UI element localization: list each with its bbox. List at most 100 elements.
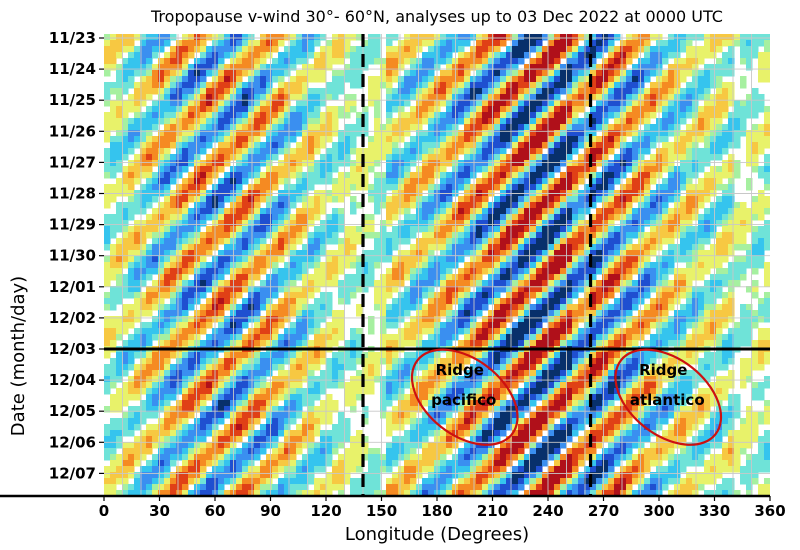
heatmap-cell [308,40,315,47]
heatmap-cell [566,298,573,305]
heatmap-cell [428,244,435,251]
heatmap-cell [170,226,177,233]
heatmap-cell [494,184,501,191]
heatmap-cell [524,136,531,143]
heatmap-cell [248,130,255,137]
heatmap-cell [200,238,207,245]
heatmap-cell [380,274,387,281]
heatmap-cell [542,220,549,227]
heatmap-cell [680,70,687,77]
heatmap-cell [668,220,675,227]
heatmap-cell [200,184,207,191]
heatmap-cell [140,154,147,161]
heatmap-cell [500,142,507,149]
heatmap-cell [518,298,525,305]
heatmap-cell [638,106,645,113]
heatmap-cell [524,34,531,41]
heatmap-cell [470,124,477,131]
heatmap-cell [458,316,465,323]
heatmap-cell [626,238,633,245]
heatmap-cell [104,52,111,59]
heatmap-cell [284,226,291,233]
heatmap-cell [422,166,429,173]
heatmap-cell [350,94,357,101]
heatmap-cell [440,52,447,59]
heatmap-cell [128,304,135,311]
heatmap-cell [608,226,615,233]
heatmap-cell [392,196,399,203]
heatmap-cell [398,178,405,185]
heatmap-cell [704,136,711,143]
heatmap-cell [722,166,729,173]
heatmap-cell [692,118,699,125]
heatmap-cell [620,112,627,119]
heatmap-cell [266,136,273,143]
heatmap-cell [500,286,507,293]
heatmap-cell [164,280,171,287]
heatmap-cell [128,82,135,89]
heatmap-cell [164,82,171,89]
heatmap-cell [320,178,327,185]
heatmap-cell [716,88,723,95]
heatmap-cell [254,238,261,245]
heatmap-cell [692,208,699,215]
heatmap-cell [710,292,717,299]
heatmap-cell [158,226,165,233]
heatmap-cell [542,214,549,221]
heatmap-cell [590,34,597,41]
heatmap-cell [422,94,429,101]
heatmap-cell [554,34,561,41]
heatmap-cell [662,292,669,299]
heatmap-cell [188,154,195,161]
heatmap-cell [344,250,351,257]
heatmap-cell [356,46,363,53]
heatmap-cell [236,220,243,227]
heatmap-cell [728,316,735,323]
heatmap-cell [734,106,741,113]
heatmap-cell [158,136,165,143]
heatmap-cell [176,196,183,203]
heatmap-cell [554,256,561,263]
heatmap-cell [248,46,255,53]
heatmap-cell [236,286,243,293]
heatmap-cell [410,64,417,71]
heatmap-cell [590,316,597,323]
heatmap-cell [152,244,159,251]
heatmap-cell [446,304,453,311]
heatmap-cell [680,76,687,83]
heatmap-cell [296,328,303,335]
heatmap-cell [602,70,609,77]
heatmap-cell [260,118,267,125]
heatmap-cell [344,136,351,143]
heatmap-cell [464,292,471,299]
heatmap-cell [158,202,165,209]
heatmap-cell [398,106,405,113]
heatmap-cell [482,100,489,107]
heatmap-cell [548,130,555,137]
heatmap-cell [578,100,585,107]
heatmap-cell [626,268,633,275]
heatmap-cell [536,274,543,281]
heatmap-cell [722,106,729,113]
heatmap-cell [650,82,657,89]
heatmap-cell [284,262,291,269]
heatmap-cell [512,112,519,119]
heatmap-cell [398,100,405,107]
heatmap-cell [632,118,639,125]
heatmap-cell [686,88,693,95]
heatmap-cell [362,64,369,71]
heatmap-cell [506,130,513,137]
heatmap-cell [350,334,357,341]
heatmap-cell [242,154,249,161]
heatmap-cell [284,70,291,77]
heatmap-cell [704,106,711,113]
heatmap-cell [218,292,225,299]
heatmap-cell [626,52,633,59]
heatmap-cell [398,112,405,119]
heatmap-cell [566,262,573,269]
heatmap-cell [302,88,309,95]
heatmap-cell [560,118,567,125]
heatmap-cell [182,166,189,173]
heatmap-cell [440,112,447,119]
heatmap-cell [740,256,747,263]
